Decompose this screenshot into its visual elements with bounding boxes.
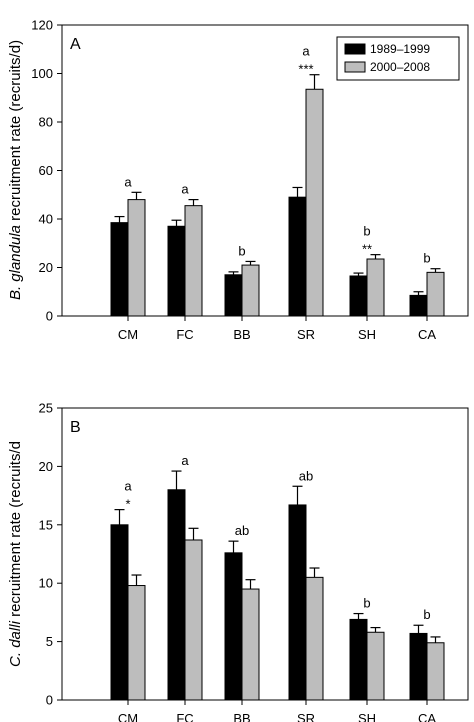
group-letter: b bbox=[363, 224, 370, 239]
bar-series-2 bbox=[184, 539, 203, 701]
significance-stars: * bbox=[125, 497, 130, 512]
bar-series-1 bbox=[167, 225, 186, 317]
plot-frame bbox=[61, 407, 469, 701]
x-axis: CM FC BB SR SH CA bbox=[118, 316, 436, 342]
significance-stars: ** bbox=[362, 242, 372, 257]
x-tick-label: FC bbox=[176, 327, 193, 342]
x-tick-label: SR bbox=[297, 327, 315, 342]
group-letter: b bbox=[363, 596, 370, 611]
bar-series-1 bbox=[167, 489, 186, 701]
x-axis: CM FC BB SR SH CA bbox=[118, 700, 436, 722]
group-letter: ab bbox=[235, 523, 249, 538]
legend-box bbox=[336, 36, 460, 81]
y-tick-label: 10 bbox=[39, 576, 53, 591]
x-tick-label: SH bbox=[358, 711, 376, 722]
y-tick-label: 15 bbox=[39, 517, 53, 532]
bar-series-1 bbox=[409, 632, 428, 701]
group-letter: b bbox=[238, 243, 245, 258]
bars bbox=[110, 74, 445, 317]
bar-series-1 bbox=[349, 618, 368, 701]
y-axis-label: C. dalli recruitment rate (recruits/d bbox=[7, 441, 24, 667]
bar-series-1 bbox=[409, 294, 428, 317]
group-letter: a bbox=[124, 479, 132, 494]
group-letter: a bbox=[124, 174, 132, 189]
bar-series-1 bbox=[224, 552, 243, 701]
bar-series-2 bbox=[241, 588, 260, 701]
y-tick-label: 25 bbox=[39, 401, 53, 416]
bar-series-2 bbox=[426, 271, 445, 317]
bar-series-2 bbox=[241, 264, 260, 317]
y-tick-label: 5 bbox=[46, 634, 53, 649]
x-tick-label: CA bbox=[418, 711, 436, 722]
annotations: a a b *** a ** b b bbox=[124, 44, 430, 266]
y-tick-label: 40 bbox=[39, 212, 53, 227]
group-letter: b bbox=[423, 607, 430, 622]
bar-series-1 bbox=[110, 524, 129, 701]
panel-a: A B. glandula recruitment rate (recruits… bbox=[7, 18, 469, 342]
bars bbox=[110, 470, 445, 701]
bar-series-2 bbox=[305, 88, 324, 317]
bar-series-1 bbox=[224, 274, 243, 317]
group-letter: ab bbox=[299, 468, 313, 483]
bar-series-2 bbox=[127, 585, 146, 701]
bar-series-2 bbox=[127, 199, 146, 317]
legend-label-series-1: 1989–1999 bbox=[370, 42, 430, 56]
group-letter: b bbox=[423, 251, 430, 266]
legend-label-series-2: 2000–2008 bbox=[370, 60, 430, 74]
x-tick-label: SH bbox=[358, 327, 376, 342]
bar-series-2 bbox=[305, 576, 324, 701]
bar-series-2 bbox=[184, 205, 203, 317]
y-tick-label: 100 bbox=[31, 66, 53, 81]
x-tick-label: CM bbox=[118, 327, 138, 342]
y-tick-label: 20 bbox=[39, 260, 53, 275]
bar-series-1 bbox=[110, 222, 129, 317]
x-tick-label: BB bbox=[233, 711, 250, 722]
bar-series-1 bbox=[288, 196, 307, 317]
significance-stars: *** bbox=[298, 62, 313, 77]
legend-swatch-series-1 bbox=[344, 43, 366, 55]
legend: 1989–1999 2000–2008 bbox=[336, 36, 460, 81]
panel-label: A bbox=[70, 36, 81, 53]
x-tick-label: SR bbox=[297, 711, 315, 722]
x-tick-label: CM bbox=[118, 711, 138, 722]
legend-swatch-series-2 bbox=[344, 61, 366, 73]
bar-series-2 bbox=[366, 258, 385, 317]
y-tick-label: 0 bbox=[46, 693, 53, 708]
group-letter: a bbox=[302, 44, 310, 59]
bar-series-2 bbox=[366, 631, 385, 701]
y-tick-label: 80 bbox=[39, 115, 53, 130]
group-letter: a bbox=[181, 182, 189, 197]
x-tick-label: CA bbox=[418, 327, 436, 342]
y-tick-label: 60 bbox=[39, 163, 53, 178]
y-axis: 0 20 40 60 80 100 120 bbox=[31, 18, 62, 324]
y-axis-label: B. glandula recruitment rate (recruits/d… bbox=[7, 40, 24, 300]
panel-label: B bbox=[70, 419, 81, 436]
y-axis: 0 5 10 15 20 25 bbox=[39, 401, 62, 708]
y-tick-label: 120 bbox=[31, 18, 53, 33]
panel-b: B C. dalli recruitment rate (recruits/d … bbox=[7, 401, 469, 722]
annotations: * a a ab ab b b bbox=[124, 453, 430, 622]
bar-series-2 bbox=[426, 642, 445, 701]
group-letter: a bbox=[181, 453, 189, 468]
x-tick-label: FC bbox=[176, 711, 193, 722]
bar-series-1 bbox=[288, 504, 307, 701]
y-tick-label: 0 bbox=[46, 309, 53, 324]
x-tick-label: BB bbox=[233, 327, 250, 342]
bar-series-1 bbox=[349, 275, 368, 317]
y-tick-label: 20 bbox=[39, 459, 53, 474]
